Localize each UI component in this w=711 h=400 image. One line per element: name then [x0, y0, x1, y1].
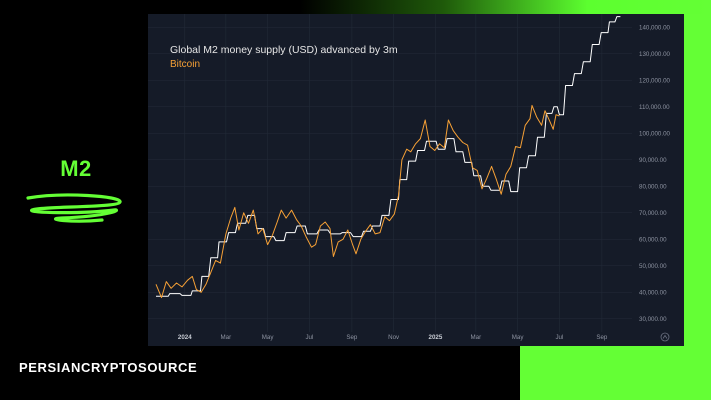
series-line-m2 — [156, 16, 621, 297]
x-tick-label: 2025 — [429, 334, 443, 341]
scribble-icon — [26, 193, 122, 223]
x-tick-label: May — [512, 334, 525, 341]
chart-canvas: 30,000.00 40,000.00 50,000.00 60,000.00 70,0… — [148, 14, 671, 342]
y-tick-label: 100,000.00 — [639, 130, 671, 137]
chart-series — [155, 16, 621, 299]
y-tick-label: 50,000.00 — [639, 263, 667, 270]
legend-bitcoin: Bitcoin — [170, 59, 201, 70]
x-tick-label: 2024 — [178, 334, 192, 341]
y-tick-label: 90,000.00 — [639, 157, 667, 164]
footer-brand: PERSIANCRYPTOSOURCE — [19, 360, 198, 375]
x-tick-label: Jul — [555, 334, 563, 341]
y-tick-label: 70,000.00 — [639, 210, 667, 217]
green-corner-block — [520, 344, 711, 400]
brand-logo-text: M2 — [60, 156, 92, 181]
y-tick-label: 130,000.00 — [639, 51, 671, 58]
x-axis: 2024 Mar May Jul Sep Nov 2025 Mar May Jul Sep — [178, 334, 608, 341]
y-tick-label: 80,000.00 — [639, 183, 667, 190]
chart-panel: 30,000.00 40,000.00 50,000.00 60,000.00 70,0… — [148, 14, 684, 346]
x-tick-label: Jul — [305, 334, 313, 341]
y-tick-label: 110,000.00 — [639, 104, 670, 111]
x-tick-label: Nov — [388, 334, 400, 341]
chart-title: Global M2 money supply (USD) advanced by… — [170, 44, 398, 56]
y-tick-label: 140,000.00 — [639, 24, 671, 31]
x-tick-label: Sep — [596, 334, 608, 341]
x-tick-label: Mar — [221, 334, 232, 341]
chart-grid — [148, 14, 632, 332]
x-tick-label: Sep — [346, 334, 358, 341]
x-tick-label: May — [262, 334, 275, 341]
x-tick-label: Mar — [471, 334, 482, 341]
y-tick-label: 30,000.00 — [639, 316, 667, 323]
green-right-strip — [684, 14, 711, 400]
y-tick-label: 40,000.00 — [639, 289, 667, 296]
axis-settings-icon[interactable] — [660, 332, 670, 342]
top-glow-decoration — [300, 0, 711, 14]
series-line-bitcoin — [155, 104, 560, 299]
y-tick-label: 60,000.00 — [639, 236, 667, 243]
y-axis: 30,000.00 40,000.00 50,000.00 60,000.00 70,0… — [639, 24, 671, 323]
y-tick-label: 120,000.00 — [639, 77, 671, 84]
